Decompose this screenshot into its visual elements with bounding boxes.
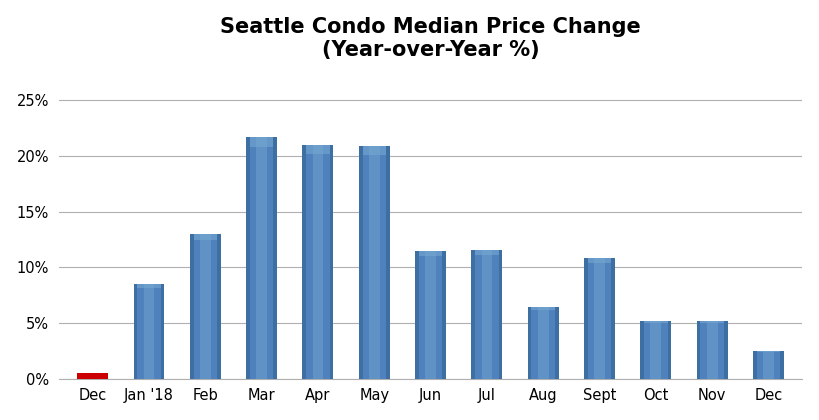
Bar [363, 146, 386, 155]
Bar [757, 351, 781, 352]
Bar [588, 258, 611, 263]
Bar [247, 137, 277, 378]
Bar [724, 321, 728, 378]
Bar [475, 249, 499, 255]
Bar [532, 307, 555, 310]
Bar [527, 307, 532, 378]
Bar [161, 284, 165, 378]
Bar [667, 321, 672, 378]
Bar [753, 351, 784, 378]
Bar [482, 249, 492, 378]
Bar [555, 307, 559, 378]
Bar [330, 145, 333, 378]
Bar [499, 249, 502, 378]
Bar [640, 321, 644, 378]
Bar [302, 145, 333, 378]
Title: Seattle Condo Median Price Change
(Year-over-Year %): Seattle Condo Median Price Change (Year-… [220, 17, 641, 60]
Bar [143, 284, 155, 378]
Bar [697, 321, 700, 378]
Bar [133, 284, 138, 378]
Bar [306, 145, 330, 154]
Bar [386, 146, 390, 378]
Bar [190, 234, 221, 378]
Bar [247, 137, 250, 378]
Bar [415, 251, 446, 378]
Bar [359, 146, 363, 378]
Bar [138, 284, 161, 288]
Bar [313, 145, 324, 378]
Bar [190, 234, 193, 378]
Bar [584, 258, 588, 378]
Bar [77, 373, 108, 378]
Bar [133, 284, 165, 378]
Bar [538, 307, 549, 378]
Bar [217, 234, 221, 378]
Bar [193, 234, 217, 240]
Bar [650, 321, 661, 378]
Bar [781, 351, 784, 378]
Bar [594, 258, 605, 378]
Bar [753, 351, 757, 378]
Bar [425, 251, 436, 378]
Bar [200, 234, 210, 378]
Bar [472, 249, 502, 378]
Bar [256, 137, 267, 378]
Bar [611, 258, 615, 378]
Bar [274, 137, 277, 378]
Bar [763, 351, 774, 378]
Bar [359, 146, 390, 378]
Bar [250, 137, 274, 147]
Bar [415, 251, 419, 378]
Bar [442, 251, 446, 378]
Bar [419, 251, 442, 256]
Bar [697, 321, 728, 378]
Bar [527, 307, 559, 378]
Bar [302, 145, 306, 378]
Bar [640, 321, 672, 378]
Bar [472, 249, 475, 378]
Bar [700, 321, 724, 323]
Bar [369, 146, 380, 378]
Bar [707, 321, 717, 378]
Bar [584, 258, 615, 378]
Bar [644, 321, 667, 323]
